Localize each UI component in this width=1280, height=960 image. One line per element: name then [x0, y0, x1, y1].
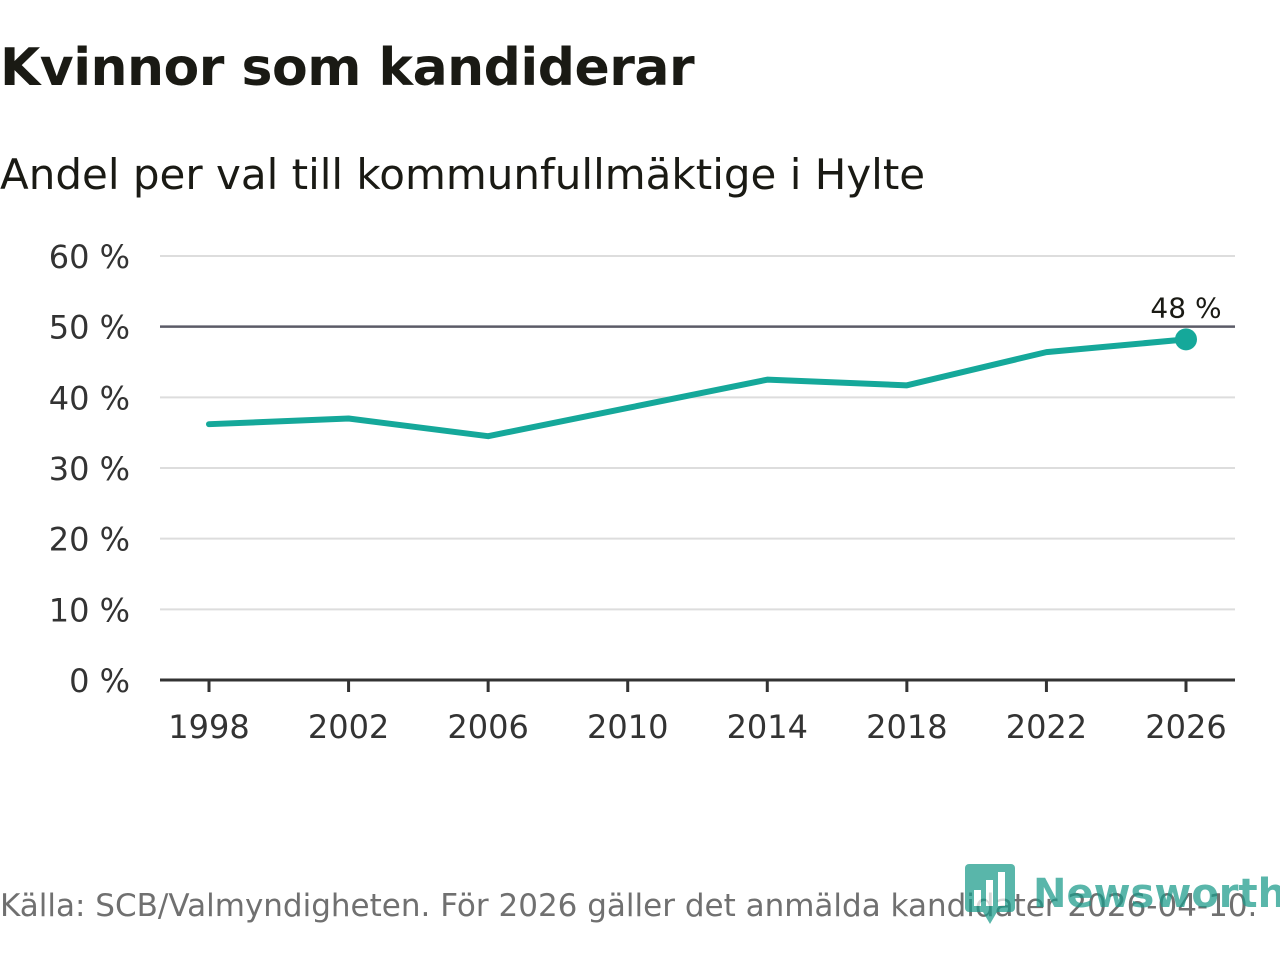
- source-note: Källa: SCB/Valmyndigheten. För 2026 gäll…: [0, 888, 1258, 924]
- x-tick-label: 2002: [308, 708, 389, 746]
- y-tick-label: 50 %: [49, 309, 130, 347]
- series-line-andel-kvinnor: [206, 336, 1189, 440]
- x-tick-label: 2026: [1145, 708, 1226, 746]
- chart-subtitle: Andel per val till kommunfullmäktige i H…: [0, 150, 926, 199]
- x-tick-label: 2022: [1006, 708, 1087, 746]
- data-point: [625, 405, 631, 411]
- y-tick-label: 40 %: [49, 379, 130, 417]
- data-point: [485, 433, 491, 439]
- chart-title: Kvinnor som kandiderar: [0, 38, 695, 98]
- x-tick-label: 2010: [587, 708, 668, 746]
- line-chart: 0 % 10 % 20 % 30 % 40 % 50 % 60 % 1998 2002 2006 2…: [49, 238, 1235, 746]
- x-tick-label: 2018: [866, 708, 947, 746]
- x-tick-label: 2014: [727, 708, 808, 746]
- x-tick-label: 2006: [447, 708, 528, 746]
- y-tick-label: 60 %: [49, 238, 130, 276]
- data-point: [1043, 349, 1049, 355]
- bar-chart-logo-icon: [965, 864, 1015, 924]
- y-tick-label: 30 %: [49, 450, 130, 488]
- y-tick-label: 0 %: [69, 662, 130, 700]
- brand-name: Newsworthy: [1033, 871, 1280, 917]
- data-point: [346, 416, 352, 422]
- y-tick-label: 20 %: [49, 521, 130, 559]
- data-point: [904, 382, 910, 388]
- newsworthy-logo: Newsworthy: [965, 864, 1280, 924]
- end-value-label: 48 %: [1150, 291, 1221, 324]
- end-point-marker: [1175, 328, 1197, 351]
- x-tick-label: 1998: [168, 708, 249, 746]
- data-point: [764, 377, 770, 383]
- y-tick-label: 10 %: [49, 591, 130, 629]
- data-point: [206, 421, 212, 427]
